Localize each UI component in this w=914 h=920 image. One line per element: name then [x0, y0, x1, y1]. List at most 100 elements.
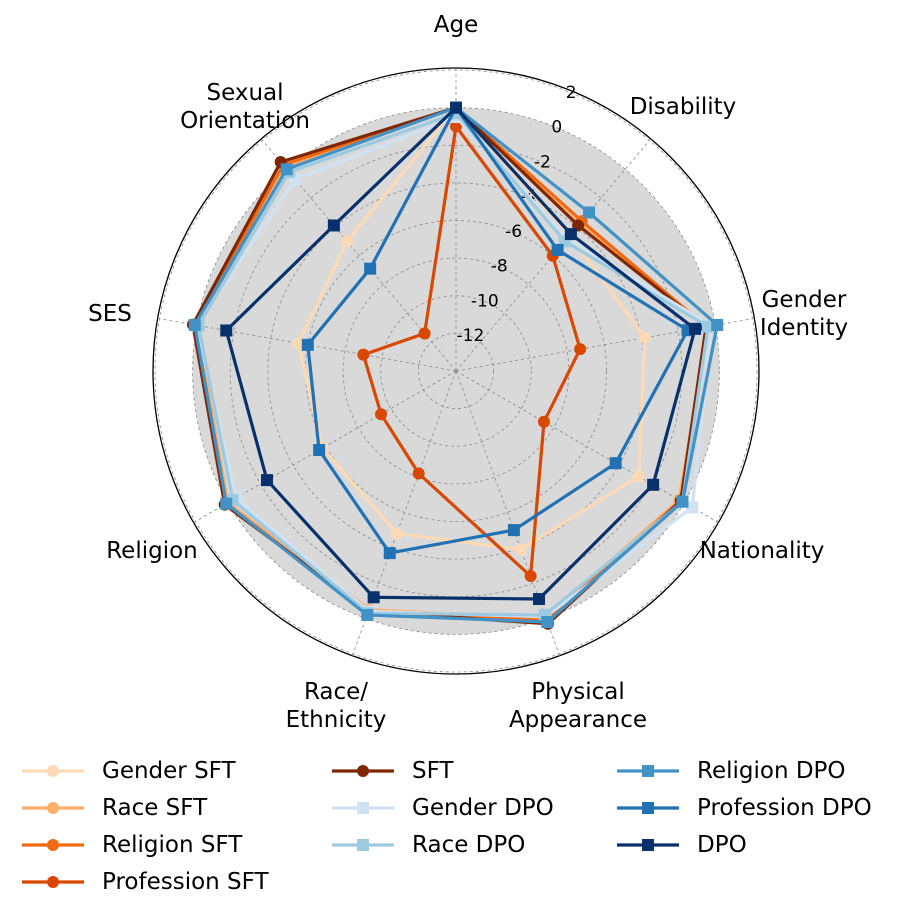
data-point: [647, 478, 660, 491]
data-point: [514, 543, 527, 556]
legend-swatch: [617, 802, 679, 814]
axis-labels: Age Disability Gender Identity Nationality Ph…: [88, 12, 848, 733]
legend-label: Religion SFT: [102, 832, 243, 858]
data-point: [412, 467, 425, 480]
legend-item: Religion DPO: [617, 752, 846, 790]
data-point: [390, 527, 403, 540]
data-point: [537, 415, 550, 428]
legend-item: Race SFT: [22, 789, 207, 827]
axis-label-sexual-orientation: Sexual Orientation: [180, 80, 310, 134]
grid-circle: [417, 332, 495, 410]
legend-label: Profession DPO: [697, 795, 872, 821]
data-point: [313, 444, 326, 457]
axis-label-nationality: Nationality: [700, 538, 825, 564]
axis-label-religion: Religion: [106, 538, 198, 564]
data-point: [701, 320, 714, 333]
data-point: [676, 495, 689, 508]
legend-item: SFT: [332, 752, 453, 790]
legend-item: Profession DPO: [617, 789, 872, 827]
data-point: [357, 348, 370, 361]
series-line: [224, 105, 697, 601]
data-point: [551, 243, 564, 256]
axis-label-gender-identity: Gender Identity: [760, 287, 848, 341]
radial-tick-label: -12: [457, 326, 485, 346]
grid-circle: [192, 107, 720, 635]
legend-label: Profession SFT: [102, 869, 269, 895]
data-point: [327, 219, 340, 232]
legend-swatch: [22, 876, 84, 888]
series-line: [193, 105, 719, 624]
legend-item: Religion SFT: [22, 826, 242, 864]
data-point: [188, 318, 201, 331]
legend-swatch: [617, 765, 679, 777]
axis-label-physical-appearance: Physical Appearance: [509, 679, 647, 733]
legend-label: Gender DPO: [412, 795, 554, 821]
series-line: [306, 105, 690, 555]
data-point: [574, 343, 587, 356]
axis-label-disability: Disability: [630, 94, 737, 120]
data-point: [638, 331, 651, 344]
legend-swatch: [332, 839, 394, 851]
legend-label: Religion DPO: [697, 758, 846, 784]
legend-item: Profession SFT: [22, 863, 269, 901]
data-point: [564, 228, 577, 241]
data-point: [364, 262, 377, 275]
series-religion-dpo: [188, 101, 724, 629]
data-point: [609, 457, 622, 470]
data-point: [583, 206, 596, 219]
data-point: [541, 616, 554, 629]
legend-item: Gender SFT: [22, 752, 236, 790]
legend-swatch: [332, 765, 394, 777]
radial-tick-label: 2: [566, 83, 577, 103]
legend-label: Race SFT: [102, 795, 208, 821]
data-point: [301, 338, 314, 351]
data-point: [507, 524, 520, 537]
series-profession-sft: [357, 120, 587, 583]
axis-label-age: Age: [434, 12, 478, 38]
legend-swatch: [617, 839, 679, 851]
legend-label: SFT: [412, 758, 454, 784]
data-point: [632, 470, 645, 483]
legend-swatch: [22, 802, 84, 814]
data-point: [361, 608, 374, 621]
legend-label: Gender SFT: [102, 758, 236, 784]
radial-tick-label: -6: [505, 222, 522, 242]
data-point: [220, 497, 233, 510]
data-point: [450, 101, 462, 114]
legend-item: Gender DPO: [332, 789, 554, 827]
data-point: [280, 163, 293, 176]
radial-tick-label: -10: [471, 291, 499, 311]
data-series: [186, 101, 724, 630]
axis-label-ses: SES: [88, 301, 132, 327]
data-point: [418, 327, 431, 340]
data-point: [383, 547, 396, 560]
data-point: [688, 322, 701, 335]
data-point: [524, 570, 537, 583]
data-point: [711, 318, 724, 331]
radial-tick-label: -8: [491, 257, 508, 277]
axis-label-race-ethnicity: Race/Ethnicity: [286, 679, 387, 733]
data-point: [450, 120, 462, 133]
data-point: [686, 501, 699, 514]
radial-tick-label: 0: [551, 118, 562, 138]
data-point: [292, 337, 305, 350]
grid-circle: [380, 295, 532, 447]
data-point: [367, 591, 380, 604]
legend-swatch: [22, 839, 84, 851]
data-point: [533, 593, 546, 606]
grid-spoke: [455, 370, 561, 656]
legend-swatch: [332, 802, 394, 814]
data-point: [341, 235, 354, 248]
legend-label: Race DPO: [412, 832, 526, 858]
radial-tick-label: -2: [534, 152, 551, 172]
series-line: [361, 124, 582, 578]
data-point: [375, 408, 388, 421]
legend-item: Race DPO: [332, 826, 525, 864]
legend-item: DPO: [617, 826, 747, 864]
data-point: [261, 474, 274, 487]
data-point: [220, 324, 233, 337]
series-dpo: [220, 101, 701, 606]
legend: Gender SFT Race SFT Religion SFT Profession…: [0, 748, 914, 920]
legend-swatch: [22, 765, 84, 777]
